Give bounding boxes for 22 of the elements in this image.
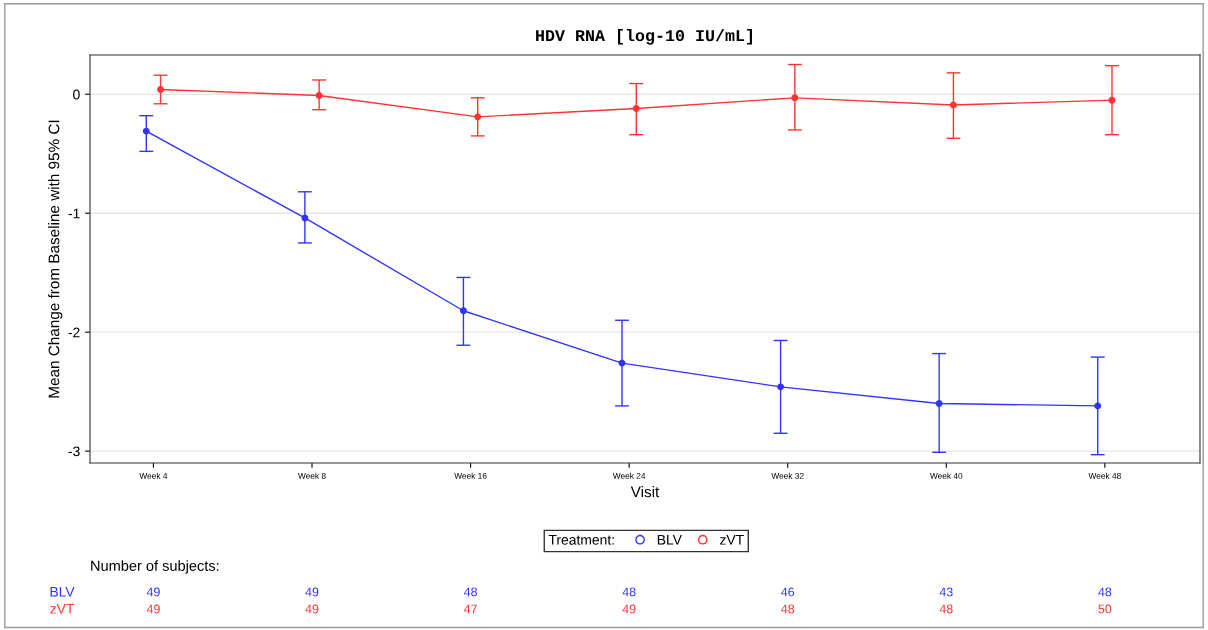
x-tick-label: Week 40 (929, 472, 963, 479)
legend-title: Treatment: (548, 535, 614, 545)
text: zVT (50, 604, 75, 614)
legend-label: zVT (720, 535, 744, 545)
x-tick-label: Week 48 (1088, 472, 1121, 479)
x-tick-label: Week 8 (297, 472, 326, 479)
legend-label: BLV (657, 535, 682, 545)
x-axis-title: Visit (630, 486, 660, 498)
x-tick-label: Week 16 (454, 472, 487, 479)
y-tick-label: -2 (68, 327, 80, 338)
text: Number of subjects: (91, 560, 219, 574)
text: 49 49 47 49 48 48 50 (146, 604, 1112, 614)
text: BLV (50, 587, 75, 597)
x-tick-label: Week 32 (771, 472, 804, 479)
y-axis-title: Mean Change from Baseline with 95% CI (48, 120, 63, 398)
chart-title: HDV RNA [log-10 IU/mL] (536, 29, 752, 45)
y-tick-label: 0 (73, 89, 80, 100)
x-tick-label: Week 24 (612, 472, 646, 479)
x-tick-label: Week 4 (139, 472, 168, 479)
y-tick-label: -1 (68, 208, 80, 219)
y-tick-label: -3 (68, 446, 80, 457)
text: 49 49 48 48 46 43 48 (146, 587, 1112, 597)
